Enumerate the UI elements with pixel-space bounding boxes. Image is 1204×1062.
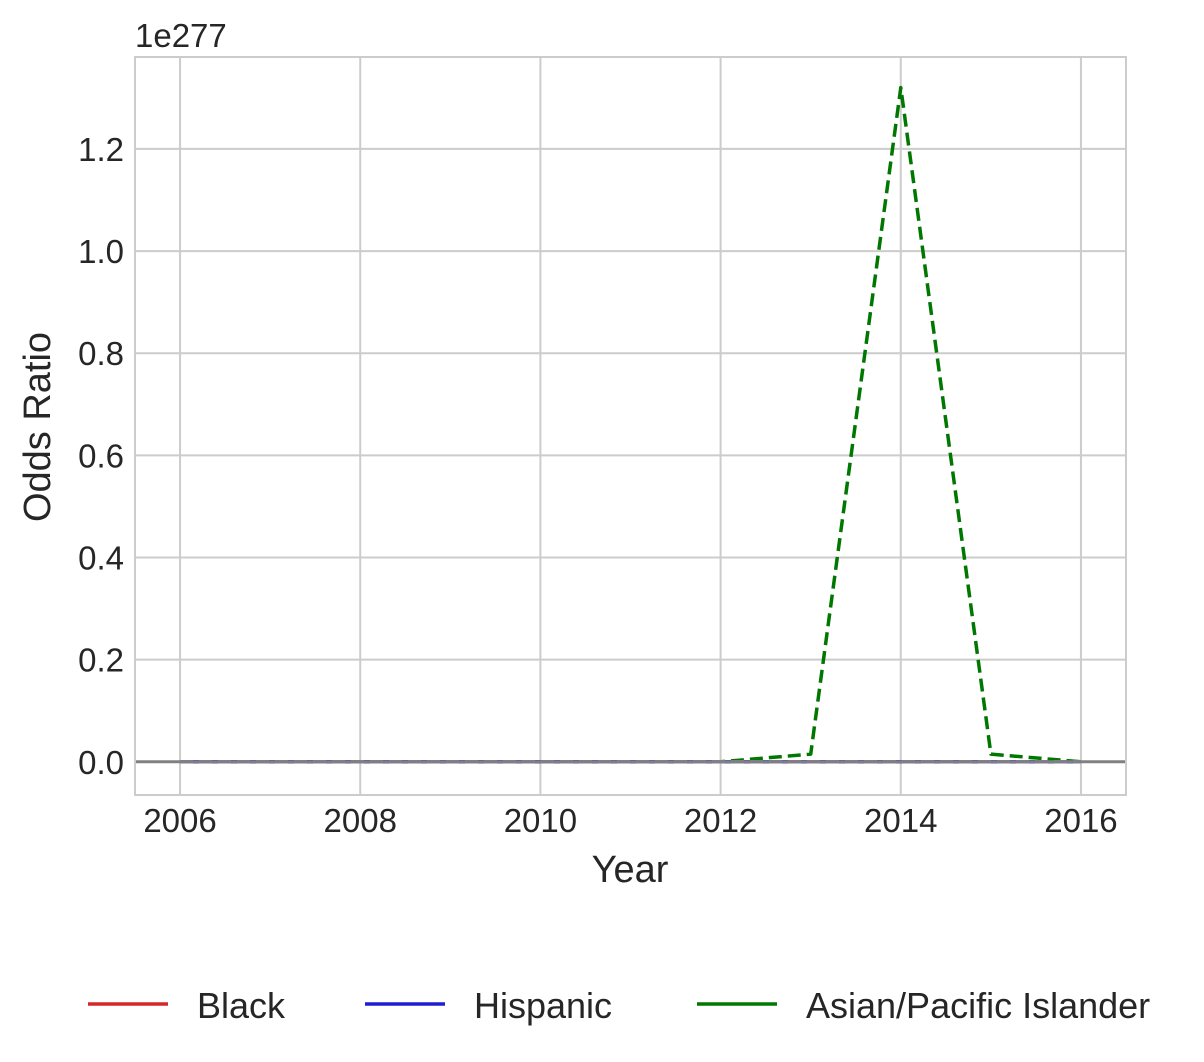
grid-lines [135,57,1126,795]
x-tick-label: 2008 [324,802,397,839]
x-axis-label: Year [592,849,669,891]
y-axis-label: Odds Ratio [17,332,59,522]
x-tick-label: 2014 [864,802,937,839]
legend-label: Hispanic [474,985,612,1026]
y-tick-label: 0.2 [78,642,124,679]
y-tick-labels: 0.0 0.2 0.4 0.6 0.8 1.0 1.2 [78,131,124,781]
x-tick-labels: 2006 2008 2010 2012 2014 2016 [143,802,1117,839]
y-offset-label: 1e277 [135,17,227,54]
x-tick-label: 2012 [684,802,757,839]
y-tick-label: 0.8 [78,335,124,372]
plot-area [135,57,1126,795]
x-tick-label: 2006 [143,802,216,839]
plot-frame [134,56,1127,796]
legend-label: Asian/Pacific Islander [806,985,1150,1026]
y-tick-label: 0.4 [78,540,124,577]
legend-label: Black [197,985,286,1026]
y-tick-label: 1.0 [78,233,124,270]
series-line-asian-pacific-islander [180,85,1082,764]
y-tick-label: 0.0 [78,744,124,781]
y-tick-label: 0.6 [78,437,124,474]
x-tick-label: 2016 [1044,802,1117,839]
x-tick-label: 2010 [504,802,577,839]
y-tick-label: 1.2 [78,131,124,168]
legend: Black Hispanic Asian/Pacific Islander [88,985,1150,1026]
